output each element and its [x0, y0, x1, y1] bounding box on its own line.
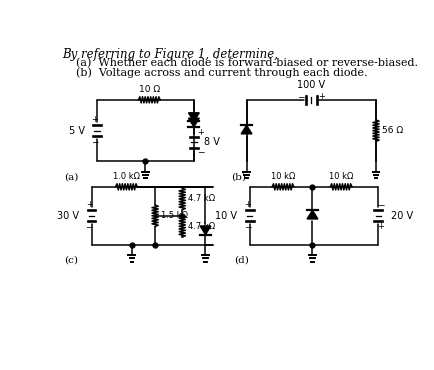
Text: −: − — [85, 222, 93, 231]
Polygon shape — [188, 113, 199, 121]
Text: +: + — [197, 128, 204, 137]
Text: 10 V: 10 V — [215, 211, 237, 221]
Text: (b)  Voltage across and current through each diode.: (b) Voltage across and current through e… — [62, 67, 367, 78]
Text: (a)  Whether each diode is forward-biased or reverse-biased.: (a) Whether each diode is forward-biased… — [62, 58, 417, 68]
Polygon shape — [240, 125, 251, 134]
Text: 30 V: 30 V — [57, 211, 79, 221]
Text: 5 V: 5 V — [69, 126, 84, 136]
Text: −: − — [197, 148, 204, 157]
Text: +: + — [376, 222, 383, 231]
Text: +: + — [243, 201, 250, 209]
Text: 56 Ω: 56 Ω — [381, 126, 402, 135]
Text: 8 V: 8 V — [204, 137, 219, 147]
Text: 1.0 kΩ: 1.0 kΩ — [113, 172, 140, 181]
Text: 4.7 kΩ: 4.7 kΩ — [188, 222, 215, 231]
Text: 10 Ω: 10 Ω — [138, 85, 160, 94]
Text: −: − — [376, 201, 384, 209]
Text: 4.7 kΩ: 4.7 kΩ — [188, 195, 215, 204]
Text: (d): (d) — [233, 256, 249, 265]
Polygon shape — [188, 118, 199, 127]
Text: 1.5 kΩ: 1.5 kΩ — [161, 211, 188, 220]
Text: −: − — [243, 222, 250, 231]
Polygon shape — [306, 210, 317, 219]
Text: 10 kΩ: 10 kΩ — [328, 172, 352, 181]
Text: (a): (a) — [63, 172, 78, 181]
Text: −: − — [297, 92, 304, 101]
Text: 10 kΩ: 10 kΩ — [270, 172, 295, 181]
Text: +: + — [85, 201, 92, 209]
Text: 100 V: 100 V — [296, 80, 325, 90]
Text: (b): (b) — [230, 172, 246, 181]
Text: +: + — [317, 92, 324, 101]
Text: −: − — [91, 137, 98, 146]
Text: By referring to Figure 1, determine,: By referring to Figure 1, determine, — [62, 48, 277, 61]
Text: (c): (c) — [63, 256, 78, 265]
Text: 20 V: 20 V — [390, 211, 412, 221]
Text: +: + — [91, 115, 98, 124]
Polygon shape — [200, 226, 210, 235]
